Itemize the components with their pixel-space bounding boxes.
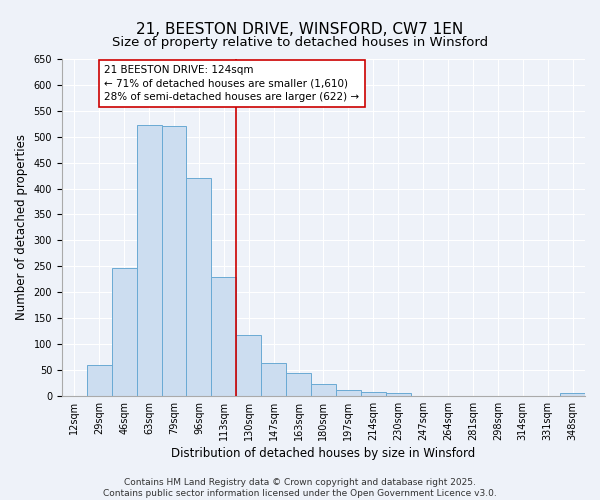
Text: Size of property relative to detached houses in Winsford: Size of property relative to detached ho… [112, 36, 488, 49]
Bar [236, 334, 261, 396]
Bar [336, 390, 361, 396]
Bar [311, 384, 336, 396]
Text: 21, BEESTON DRIVE, WINSFORD, CW7 1EN: 21, BEESTON DRIVE, WINSFORD, CW7 1EN [136, 22, 464, 38]
Bar [261, 363, 286, 396]
Bar [361, 392, 386, 396]
Text: 21 BEESTON DRIVE: 124sqm
← 71% of detached houses are smaller (1,610)
28% of sem: 21 BEESTON DRIVE: 124sqm ← 71% of detach… [104, 65, 359, 102]
Bar [211, 276, 236, 396]
Bar [112, 268, 137, 396]
Bar [560, 393, 585, 396]
Bar [161, 126, 187, 396]
Bar [87, 364, 112, 396]
Bar [137, 125, 161, 396]
Text: Contains HM Land Registry data © Crown copyright and database right 2025.
Contai: Contains HM Land Registry data © Crown c… [103, 478, 497, 498]
Bar [286, 372, 311, 396]
Bar [187, 178, 211, 396]
Bar [386, 393, 410, 396]
Y-axis label: Number of detached properties: Number of detached properties [15, 134, 28, 320]
X-axis label: Distribution of detached houses by size in Winsford: Distribution of detached houses by size … [172, 447, 476, 460]
